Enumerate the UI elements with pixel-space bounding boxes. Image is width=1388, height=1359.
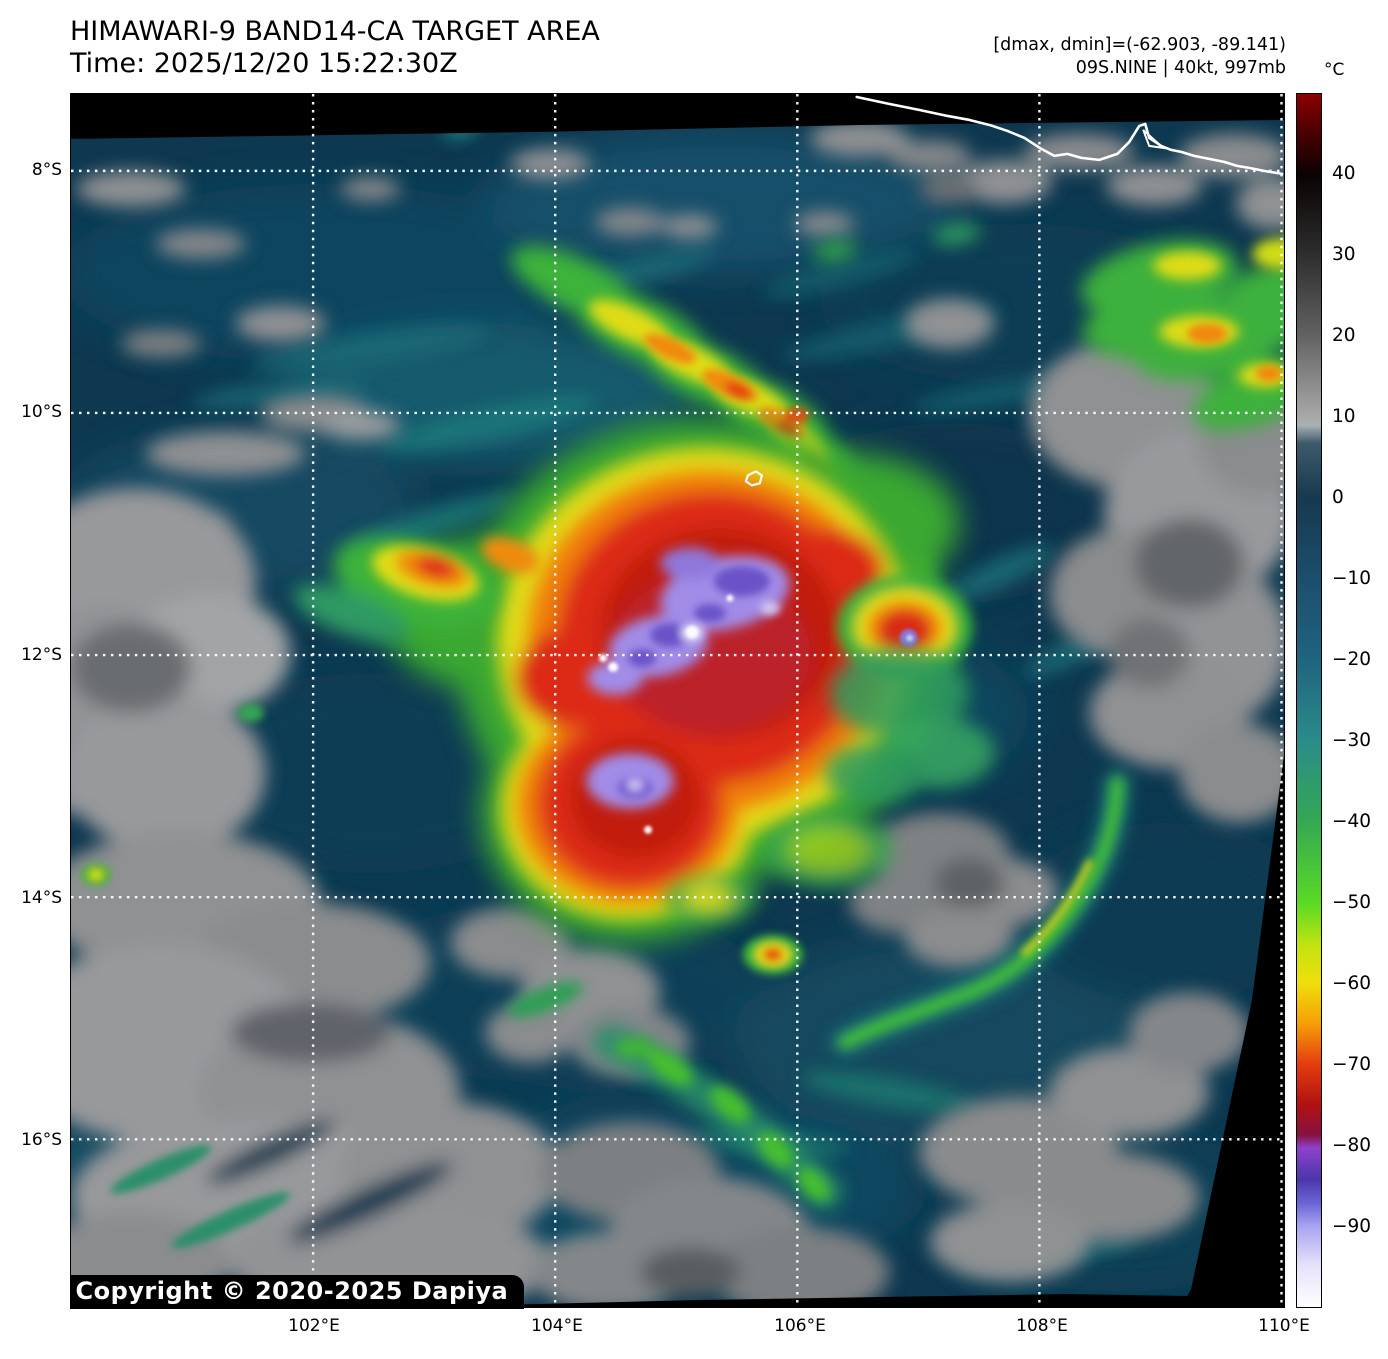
colorbar-tick-0: 0 <box>1332 487 1344 508</box>
lon-tick-108e: 108°E <box>1016 1316 1068 1336</box>
secondary-convective-cell-east <box>836 575 973 680</box>
lat-tick-8s: 8°S <box>31 160 62 180</box>
lon-tick-110e: 110°E <box>1258 1316 1310 1336</box>
lat-tick-16s: 16°S <box>21 1130 62 1150</box>
lat-tick-10s: 10°S <box>21 402 62 422</box>
colorbar-unit-label: °C <box>1324 60 1345 80</box>
southeast-rainband-arc <box>507 769 1131 1211</box>
java-coastline <box>855 95 1284 176</box>
colorbar-tick-neg70: −70 <box>1332 1054 1372 1075</box>
annotation-block: [dmax, dmin]=(-62.903, -89.141) 09S.NINE… <box>993 34 1286 80</box>
colorbar-gradient <box>1296 93 1322 1308</box>
lat-tick-12s: 12°S <box>21 645 62 665</box>
colorbar-tick-neg10: −10 <box>1332 568 1372 589</box>
no-data-wedges <box>71 94 1284 1307</box>
small-cells-and-specks <box>80 703 803 1249</box>
colorbar-tick-neg40: −40 <box>1332 811 1372 832</box>
cyclone-core <box>380 418 960 943</box>
colorbar-tick-neg90: −90 <box>1332 1216 1372 1237</box>
title-block: HIMAWARI-9 BAND14-CA TARGET AREA Time: 2… <box>70 16 600 80</box>
lon-tick-104e: 104°E <box>531 1316 583 1336</box>
colorbar-tick-neg60: −60 <box>1332 973 1372 994</box>
top-right-convection <box>1080 237 1284 431</box>
lon-tick-106e: 106°E <box>774 1316 826 1336</box>
colorbar-tick-40: 40 <box>1332 163 1356 184</box>
lon-tick-102e: 102°E <box>288 1316 340 1336</box>
infrared-satellite-image <box>71 94 1284 1307</box>
product-title: HIMAWARI-9 BAND14-CA TARGET AREA <box>70 16 600 47</box>
west-tail-convection <box>293 536 539 643</box>
annotation-storm-info: 09S.NINE | 40kt, 997mb <box>1075 58 1286 78</box>
colorbar-tick-neg20: −20 <box>1332 649 1372 670</box>
colorbar-tick-10: 10 <box>1332 406 1356 427</box>
colorbar-tick-neg30: −30 <box>1332 730 1372 751</box>
product-time: Time: 2025/12/20 15:22:30Z <box>70 48 458 79</box>
copyright-badge: Copyright © 2020-2025 Dapiya <box>69 1274 525 1309</box>
coastal-spit-outline <box>1142 129 1167 150</box>
colorbar-tick-neg80: −80 <box>1332 1135 1372 1156</box>
lat-tick-14s: 14°S <box>21 888 62 908</box>
gridlines <box>71 94 1284 1307</box>
colorbar-tick-20: 20 <box>1332 325 1356 346</box>
annotation-extrema: [dmax, dmin]=(-62.903, -89.141) <box>993 35 1286 55</box>
colorbar-tick-30: 30 <box>1332 244 1356 265</box>
satellite-map-panel: Copyright © 2020-2025 Dapiya <box>69 93 1285 1309</box>
east-green-wash <box>665 648 995 923</box>
christmas-island-outline <box>744 470 763 487</box>
colorbar-tick-neg50: −50 <box>1332 892 1372 913</box>
